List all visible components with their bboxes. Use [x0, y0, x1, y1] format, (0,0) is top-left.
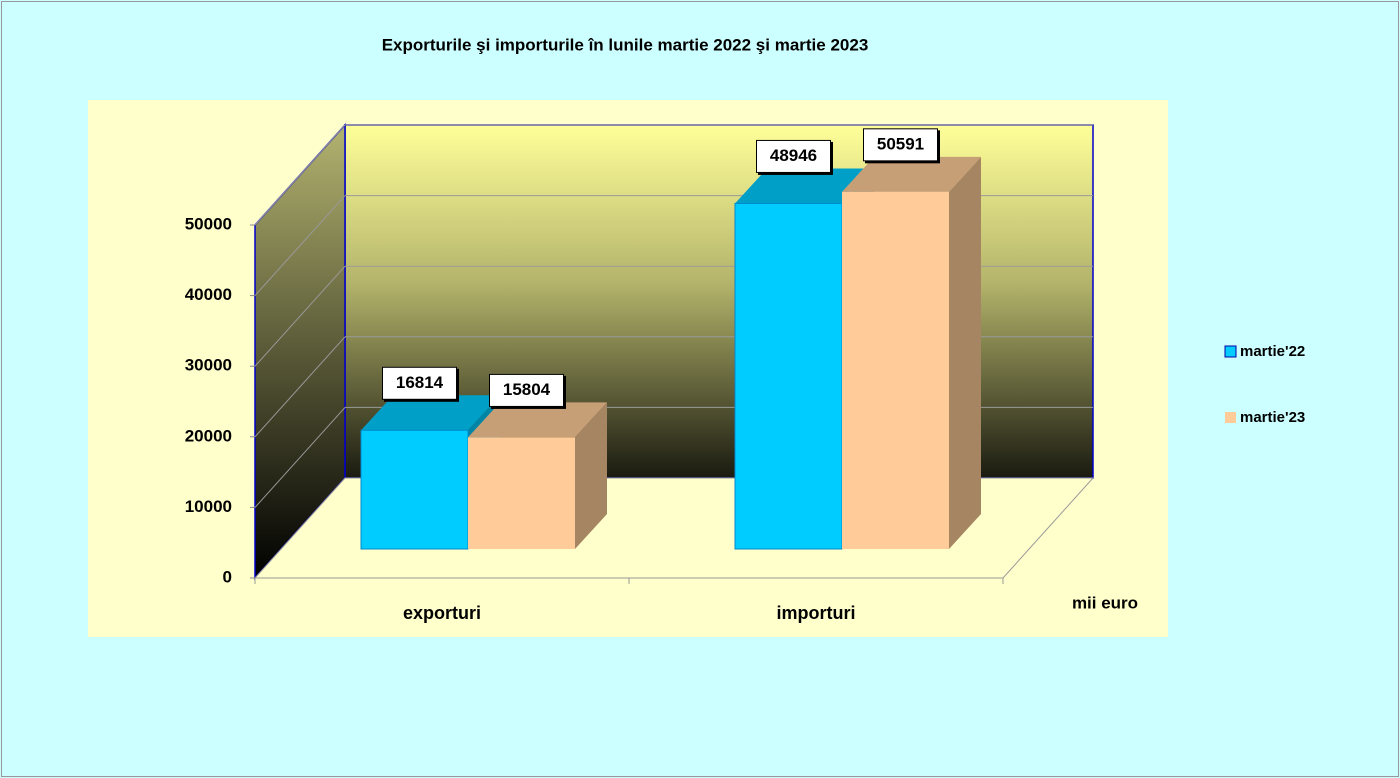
y-tick-label: 0: [223, 567, 232, 586]
grid-line: [254, 195, 346, 296]
bar-side: [575, 402, 607, 549]
legend-swatch: [1224, 345, 1237, 358]
data-label: 48946: [770, 146, 817, 165]
legend-swatch: [1225, 412, 1236, 423]
bar-top: [361, 395, 500, 431]
legend-label: martie'23: [1240, 409, 1305, 426]
grid-line: [254, 124, 346, 226]
bar-top: [842, 156, 981, 192]
x-tick-label: importuri: [777, 603, 856, 623]
bar-top: [468, 402, 607, 438]
data-label-box: [863, 128, 938, 162]
y-tick-label: 30000: [185, 356, 232, 375]
data-label-box: [756, 139, 831, 173]
grid-line: [254, 336, 346, 438]
bar: [360, 429, 469, 550]
y-tick-label: 10000: [185, 497, 232, 516]
y-tick-label: 50000: [185, 214, 232, 233]
chart-title: Exporturile şi importurile în lunile mar…: [382, 35, 869, 54]
bar: [468, 437, 575, 549]
data-label-box: [382, 366, 457, 400]
data-label: 50591: [877, 134, 924, 153]
bar-side: [949, 156, 981, 549]
legend-label: martie'22: [1240, 343, 1305, 360]
data-label-box: [489, 373, 564, 407]
grid-line: [254, 407, 346, 508]
axis-unit-label: mii euro: [1072, 593, 1138, 612]
bar: [842, 191, 949, 549]
data-label: 15804: [503, 380, 551, 399]
y-tick-label: 40000: [185, 285, 232, 304]
data-label: 16814: [396, 373, 444, 392]
bar: [734, 202, 843, 550]
bar-top: [735, 168, 874, 204]
grid-line: [254, 265, 346, 367]
y-tick-label: 20000: [185, 426, 232, 445]
x-tick-label: exporturi: [403, 603, 481, 623]
